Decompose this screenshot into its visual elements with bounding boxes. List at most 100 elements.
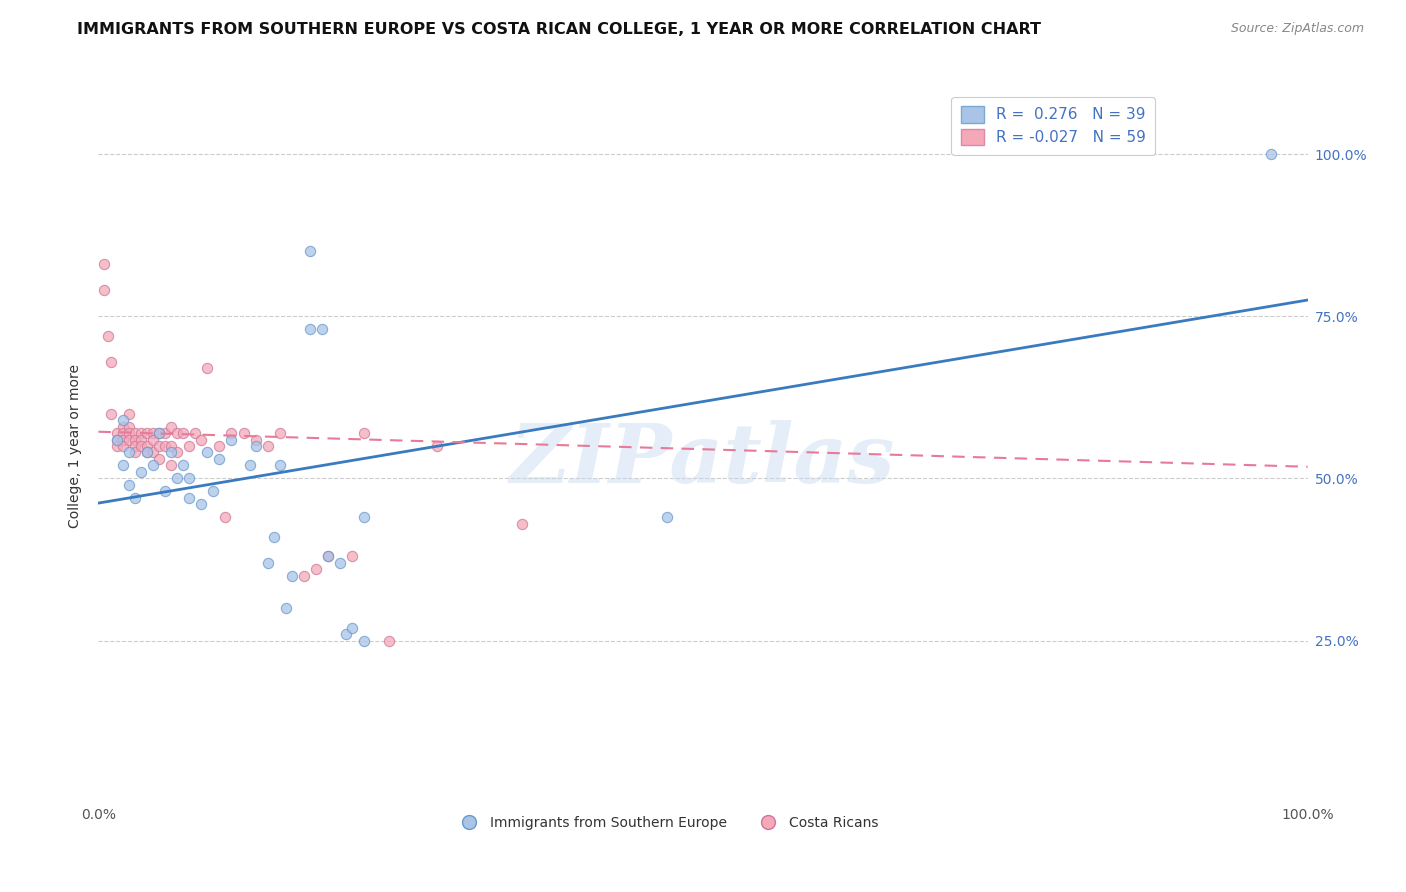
Point: [111, 419, 134, 434]
Point: [105, 433, 128, 447]
Point: [239, 458, 262, 473]
Point: [263, 530, 285, 544]
Point: [93, 257, 115, 271]
Point: [299, 322, 322, 336]
Point: [190, 497, 212, 511]
Point: [655, 510, 678, 524]
Point: [335, 627, 357, 641]
Point: [153, 425, 176, 440]
Point: [311, 322, 333, 336]
Point: [100, 354, 122, 368]
Point: [190, 433, 212, 447]
Point: [305, 562, 328, 576]
Point: [426, 439, 449, 453]
Point: [129, 465, 152, 479]
Point: [208, 439, 231, 453]
Point: [172, 458, 194, 473]
Point: [142, 433, 165, 447]
Point: [160, 419, 183, 434]
Point: [105, 433, 128, 447]
Point: [111, 433, 134, 447]
Point: [153, 439, 176, 453]
Point: [214, 510, 236, 524]
Point: [160, 445, 183, 459]
Text: ZIPatlas: ZIPatlas: [510, 420, 896, 500]
Point: [195, 445, 218, 459]
Point: [105, 425, 128, 440]
Point: [353, 633, 375, 648]
Point: [342, 621, 364, 635]
Point: [316, 549, 339, 564]
Point: [195, 361, 218, 376]
Point: [142, 458, 165, 473]
Point: [129, 433, 152, 447]
Point: [166, 445, 188, 459]
Point: [184, 425, 207, 440]
Point: [202, 484, 225, 499]
Point: [124, 439, 146, 453]
Point: [124, 445, 146, 459]
Text: Source: ZipAtlas.com: Source: ZipAtlas.com: [1230, 22, 1364, 36]
Point: [232, 425, 254, 440]
Point: [111, 425, 134, 440]
Point: [124, 425, 146, 440]
Point: [256, 556, 278, 570]
Point: [221, 433, 243, 447]
Point: [111, 458, 134, 473]
Point: [135, 439, 157, 453]
Point: [111, 413, 134, 427]
Point: [510, 516, 533, 531]
Point: [329, 556, 352, 570]
Point: [129, 425, 152, 440]
Y-axis label: College, 1 year or more: College, 1 year or more: [69, 364, 83, 528]
Legend: Immigrants from Southern Europe, Costa Ricans: Immigrants from Southern Europe, Costa R…: [450, 810, 884, 835]
Point: [299, 244, 322, 259]
Point: [179, 491, 201, 505]
Point: [208, 452, 231, 467]
Point: [118, 445, 141, 459]
Point: [124, 491, 146, 505]
Point: [135, 425, 157, 440]
Point: [166, 425, 188, 440]
Point: [221, 425, 243, 440]
Point: [93, 283, 115, 297]
Point: [269, 425, 291, 440]
Point: [256, 439, 278, 453]
Text: IMMIGRANTS FROM SOUTHERN EUROPE VS COSTA RICAN COLLEGE, 1 YEAR OR MORE CORRELATI: IMMIGRANTS FROM SOUTHERN EUROPE VS COSTA…: [77, 22, 1042, 37]
Point: [105, 439, 128, 453]
Point: [118, 419, 141, 434]
Point: [160, 458, 183, 473]
Point: [97, 328, 120, 343]
Point: [100, 407, 122, 421]
Point: [342, 549, 364, 564]
Point: [1260, 147, 1282, 161]
Point: [353, 510, 375, 524]
Point: [353, 425, 375, 440]
Point: [148, 425, 170, 440]
Point: [124, 433, 146, 447]
Point: [118, 407, 141, 421]
Point: [142, 425, 165, 440]
Point: [148, 452, 170, 467]
Point: [316, 549, 339, 564]
Point: [292, 568, 315, 582]
Point: [245, 439, 267, 453]
Point: [377, 633, 399, 648]
Point: [111, 439, 134, 453]
Point: [129, 439, 152, 453]
Point: [148, 439, 170, 453]
Point: [118, 433, 141, 447]
Point: [153, 484, 176, 499]
Point: [281, 568, 304, 582]
Point: [118, 425, 141, 440]
Point: [245, 433, 267, 447]
Point: [148, 425, 170, 440]
Point: [166, 471, 188, 485]
Point: [142, 445, 165, 459]
Point: [274, 601, 297, 615]
Point: [179, 471, 201, 485]
Point: [172, 425, 194, 440]
Point: [135, 445, 157, 459]
Point: [179, 439, 201, 453]
Point: [269, 458, 291, 473]
